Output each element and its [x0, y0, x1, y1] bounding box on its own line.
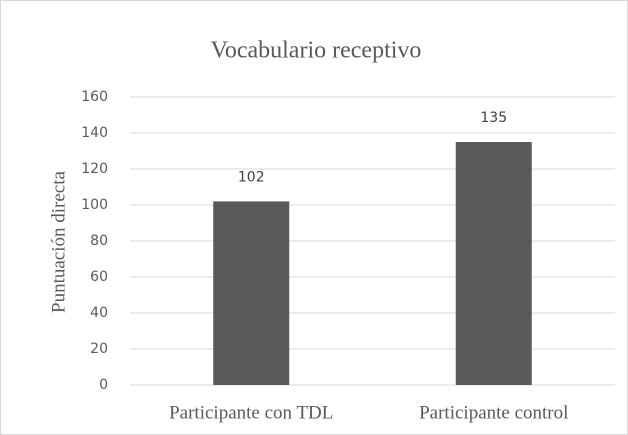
data-label: 102 [238, 169, 265, 185]
y-tick-label: 140 [81, 125, 108, 141]
y-tick-label: 160 [81, 89, 108, 105]
y-tick-label: 80 [90, 233, 108, 249]
bar [213, 201, 290, 385]
data-label: 135 [480, 110, 507, 126]
y-tick-label: 100 [81, 197, 108, 213]
y-tick-label: 40 [90, 305, 108, 321]
y-tick-label: 60 [90, 269, 108, 285]
y-tick-label: 0 [99, 377, 108, 393]
bar [455, 142, 532, 385]
y-axis-label: Puntuación directa [48, 170, 69, 312]
x-tick-label: Participante con TDL [169, 402, 333, 423]
x-tick-label: Participante control [419, 402, 568, 423]
chart-title: Vocabulario receptivo [211, 38, 422, 64]
y-tick-label: 20 [90, 341, 108, 357]
y-tick-label: 120 [81, 161, 108, 177]
